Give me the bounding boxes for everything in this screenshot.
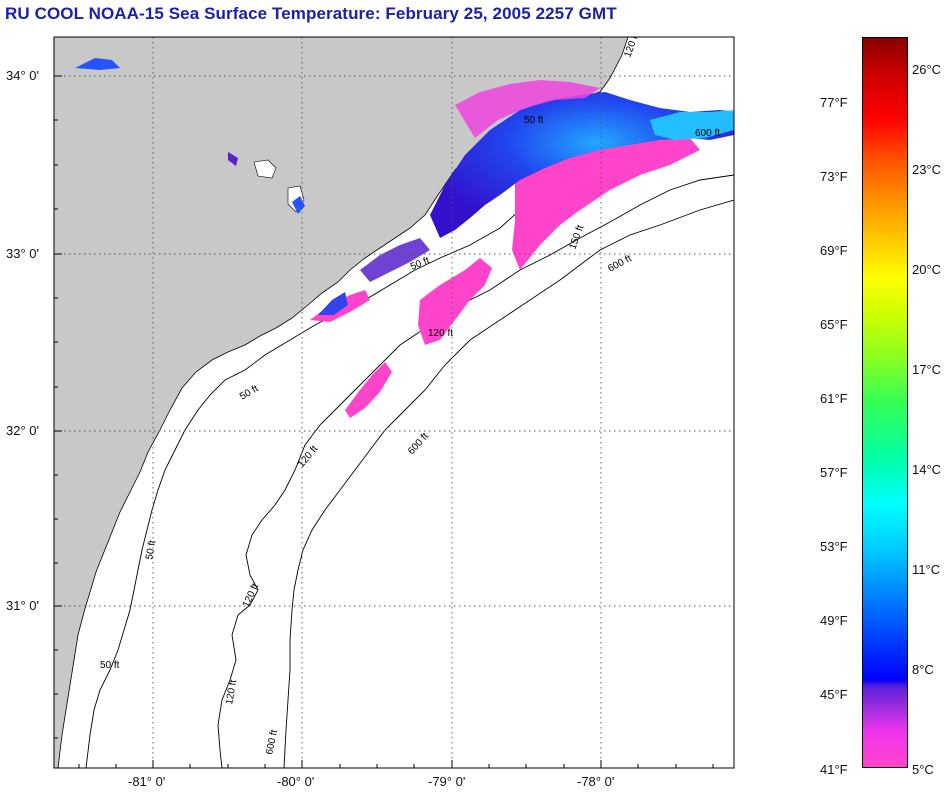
axis-ticks — [54, 75, 714, 768]
contour-label: 120 ft — [224, 679, 239, 706]
lat-label: 32° 0' — [6, 423, 39, 438]
colorbar-fahrenheit-label: 49°F — [820, 613, 848, 628]
lon-label: -78° 0' — [577, 774, 615, 789]
colorbar-celsius-label: 26°C — [912, 62, 942, 77]
temperature-colorbar — [862, 37, 908, 768]
lat-label: 31° 0' — [6, 598, 39, 613]
contour-600ft — [283, 199, 734, 768]
colorbar-celsius-label: 11°C — [912, 562, 941, 577]
map-title: RU COOL NOAA-15 Sea Surface Temperature:… — [5, 4, 617, 23]
colorbar-fahrenheit-label: 57°F — [820, 465, 848, 480]
lon-label: -80° 0' — [277, 774, 315, 789]
colorbar-celsius-label: 8°C — [912, 662, 934, 677]
contour-50ft — [85, 109, 621, 768]
contour-label: 50 ft — [524, 115, 544, 126]
lon-label: -79° 0' — [428, 774, 466, 789]
colorbar-fahrenheit-label: 69°F — [820, 243, 848, 258]
contour-label: 600 ft — [264, 729, 280, 756]
colorbar-fahrenheit-label: 53°F — [820, 539, 848, 554]
colorbar-fahrenheit-label: 65°F — [820, 317, 848, 332]
lon-label: -81° 0' — [128, 774, 166, 789]
colorbar-fahrenheit-label: 61°F — [820, 391, 848, 406]
colorbar-celsius-label: 5°C — [912, 762, 934, 777]
colorbar-celsius-label: 17°C — [912, 362, 942, 377]
contour-120ft — [217, 174, 734, 768]
colorbar-celsius-label: 20°C — [912, 262, 942, 277]
colorbar-celsius-label: 14°C — [912, 462, 942, 477]
map-frame — [53, 36, 735, 769]
contour-label: 50 ft — [144, 539, 158, 560]
lat-label: 34° 0' — [6, 68, 39, 83]
colorbar-fahrenheit-label: 77°F — [820, 95, 848, 110]
contour-label: 600 ft — [695, 128, 720, 139]
lat-label: 33° 0' — [6, 246, 39, 261]
map-gridlines — [54, 37, 734, 768]
contour-label: 50 ft — [100, 660, 120, 671]
contour-label: 120 ft — [428, 328, 453, 339]
colorbar-celsius-label: 23°C — [912, 162, 942, 177]
colorbar-fahrenheit-label: 73°F — [820, 169, 848, 184]
colorbar-fahrenheit-label: 45°F — [820, 687, 848, 702]
colorbar-fahrenheit-label: 41°F — [820, 762, 848, 777]
